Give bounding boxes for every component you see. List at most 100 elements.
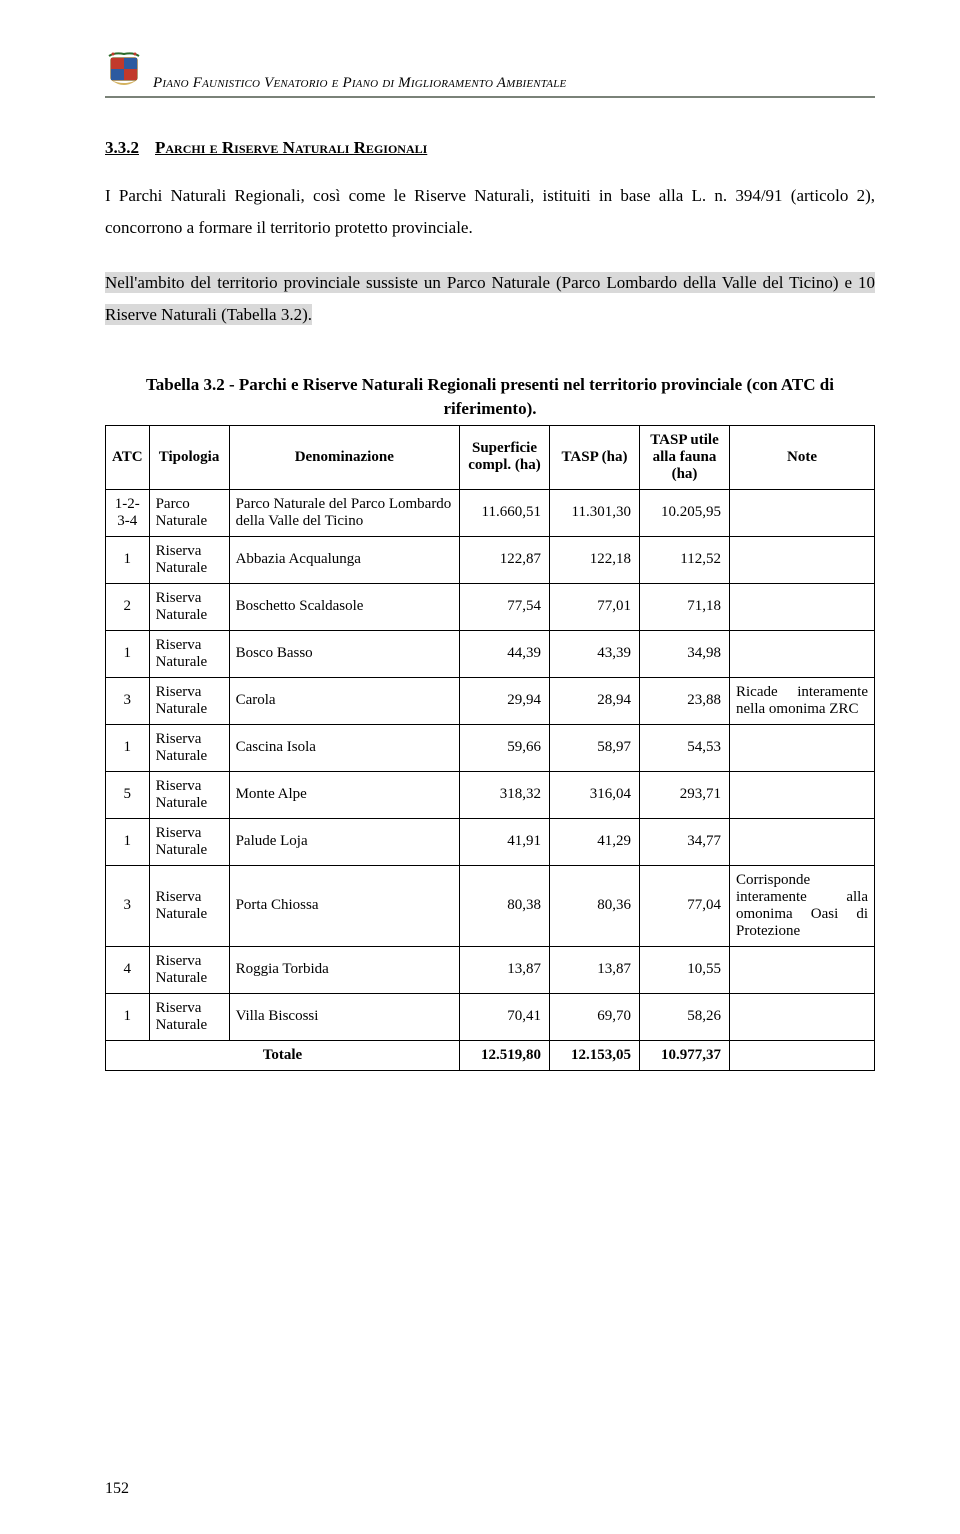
cell-tasp: 69,70 xyxy=(550,993,640,1040)
cell-superficie: 122,87 xyxy=(460,536,550,583)
cell-denominazione: Palude Loja xyxy=(229,818,459,865)
cell-note xyxy=(730,946,875,993)
cell-note xyxy=(730,489,875,536)
table-total-row: Totale12.519,8012.153,0510.977,37 xyxy=(106,1040,875,1070)
col-tasp: TASP (ha) xyxy=(550,425,640,489)
cell-note xyxy=(730,818,875,865)
cell-tasp: 316,04 xyxy=(550,771,640,818)
table-row: 3Riserva NaturalePorta Chiossa80,3880,36… xyxy=(106,865,875,946)
cell-tipologia: Riserva Naturale xyxy=(149,993,229,1040)
table-header-row: ATC Tipologia Denominazione Superficie c… xyxy=(106,425,875,489)
cell-atc: 1 xyxy=(106,724,150,771)
cell-tasp: 122,18 xyxy=(550,536,640,583)
col-note: Note xyxy=(730,425,875,489)
cell-note xyxy=(730,583,875,630)
cell-atc: 3 xyxy=(106,677,150,724)
cell-atc: 1 xyxy=(106,536,150,583)
cell-tipologia: Riserva Naturale xyxy=(149,630,229,677)
cell-denominazione: Carola xyxy=(229,677,459,724)
highlighted-text: Nell'ambito del territorio provinciale s… xyxy=(105,272,875,325)
cell-denominazione: Monte Alpe xyxy=(229,771,459,818)
page-number: 152 xyxy=(105,1480,129,1498)
cell-tipologia: Riserva Naturale xyxy=(149,946,229,993)
col-denominazione: Denominazione xyxy=(229,425,459,489)
cell-denominazione: Abbazia Acqualunga xyxy=(229,536,459,583)
table-row: 1Riserva NaturaleVilla Biscossi70,4169,7… xyxy=(106,993,875,1040)
cell-atc: 2 xyxy=(106,583,150,630)
cell-util: 293,71 xyxy=(640,771,730,818)
cell-note xyxy=(730,630,875,677)
total-tasp: 12.153,05 xyxy=(550,1040,640,1070)
crest-icon xyxy=(105,50,143,92)
cell-tasp: 77,01 xyxy=(550,583,640,630)
table-row: 4Riserva NaturaleRoggia Torbida13,8713,8… xyxy=(106,946,875,993)
cell-superficie: 80,38 xyxy=(460,865,550,946)
cell-util: 71,18 xyxy=(640,583,730,630)
cell-note: Ricade interamente nella omonima ZRC xyxy=(730,677,875,724)
table-row: 1Riserva NaturaleCascina Isola59,6658,97… xyxy=(106,724,875,771)
total-util: 10.977,37 xyxy=(640,1040,730,1070)
cell-tasp: 80,36 xyxy=(550,865,640,946)
cell-atc: 1 xyxy=(106,993,150,1040)
cell-tipologia: Riserva Naturale xyxy=(149,771,229,818)
cell-atc: 1 xyxy=(106,630,150,677)
cell-tipologia: Riserva Naturale xyxy=(149,536,229,583)
cell-util: 58,26 xyxy=(640,993,730,1040)
table-row: 5Riserva NaturaleMonte Alpe318,32316,042… xyxy=(106,771,875,818)
cell-superficie: 29,94 xyxy=(460,677,550,724)
cell-superficie: 41,91 xyxy=(460,818,550,865)
cell-superficie: 13,87 xyxy=(460,946,550,993)
cell-util: 54,53 xyxy=(640,724,730,771)
cell-util: 112,52 xyxy=(640,536,730,583)
cell-note xyxy=(730,536,875,583)
cell-tasp: 28,94 xyxy=(550,677,640,724)
col-tipologia: Tipologia xyxy=(149,425,229,489)
cell-tasp: 58,97 xyxy=(550,724,640,771)
cell-atc: 1 xyxy=(106,818,150,865)
cell-util: 77,04 xyxy=(640,865,730,946)
cell-note: Corrisponde interamente alla omonima Oas… xyxy=(730,865,875,946)
cell-tasp: 43,39 xyxy=(550,630,640,677)
cell-denominazione: Roggia Torbida xyxy=(229,946,459,993)
cell-tasp: 11.301,30 xyxy=(550,489,640,536)
cell-denominazione: Bosco Basso xyxy=(229,630,459,677)
cell-denominazione: Parco Naturale del Parco Lombardo della … xyxy=(229,489,459,536)
cell-atc: 3 xyxy=(106,865,150,946)
table-row: 1Riserva NaturaleAbbazia Acqualunga122,8… xyxy=(106,536,875,583)
cell-superficie: 318,32 xyxy=(460,771,550,818)
cell-tipologia: Parco Naturale xyxy=(149,489,229,536)
cell-superficie: 44,39 xyxy=(460,630,550,677)
cell-denominazione: Boschetto Scaldasole xyxy=(229,583,459,630)
cell-atc: 4 xyxy=(106,946,150,993)
cell-note xyxy=(730,993,875,1040)
cell-superficie: 11.660,51 xyxy=(460,489,550,536)
cell-tasp: 13,87 xyxy=(550,946,640,993)
col-superficie: Superficie compl. (ha) xyxy=(460,425,550,489)
table-row: 3Riserva NaturaleCarola29,9428,9423,88Ri… xyxy=(106,677,875,724)
cell-tipologia: Riserva Naturale xyxy=(149,865,229,946)
cell-util: 34,77 xyxy=(640,818,730,865)
section-title: Parchi e Riserve Naturali Regionali xyxy=(155,138,427,157)
col-atc: ATC xyxy=(106,425,150,489)
cell-note xyxy=(730,724,875,771)
table-row: 1-2-3-4Parco NaturaleParco Naturale del … xyxy=(106,489,875,536)
col-tasp-utile: TASP utile alla fauna (ha) xyxy=(640,425,730,489)
section-number: 3.3.2 xyxy=(105,138,139,157)
cell-superficie: 70,41 xyxy=(460,993,550,1040)
reserves-table: ATC Tipologia Denominazione Superficie c… xyxy=(105,425,875,1071)
header-title: Piano Faunistico Venatorio e Piano di Mi… xyxy=(153,75,566,92)
paragraph-2-highlighted: Nell'ambito del territorio provinciale s… xyxy=(105,267,875,332)
cell-superficie: 77,54 xyxy=(460,583,550,630)
table-row: 1Riserva NaturalePalude Loja41,9141,2934… xyxy=(106,818,875,865)
cell-tipologia: Riserva Naturale xyxy=(149,583,229,630)
total-sup: 12.519,80 xyxy=(460,1040,550,1070)
table-row: 2Riserva NaturaleBoschetto Scaldasole77,… xyxy=(106,583,875,630)
paragraph-1: I Parchi Naturali Regionali, così come l… xyxy=(105,180,875,245)
cell-tipologia: Riserva Naturale xyxy=(149,724,229,771)
table-row: 1Riserva NaturaleBosco Basso44,3943,3934… xyxy=(106,630,875,677)
table-caption: Tabella 3.2 - Parchi e Riserve Naturali … xyxy=(105,373,875,421)
page-header: Piano Faunistico Venatorio e Piano di Mi… xyxy=(105,50,875,98)
cell-util: 10,55 xyxy=(640,946,730,993)
section-heading: 3.3.2 Parchi e Riserve Naturali Regional… xyxy=(105,138,875,158)
cell-note xyxy=(730,771,875,818)
